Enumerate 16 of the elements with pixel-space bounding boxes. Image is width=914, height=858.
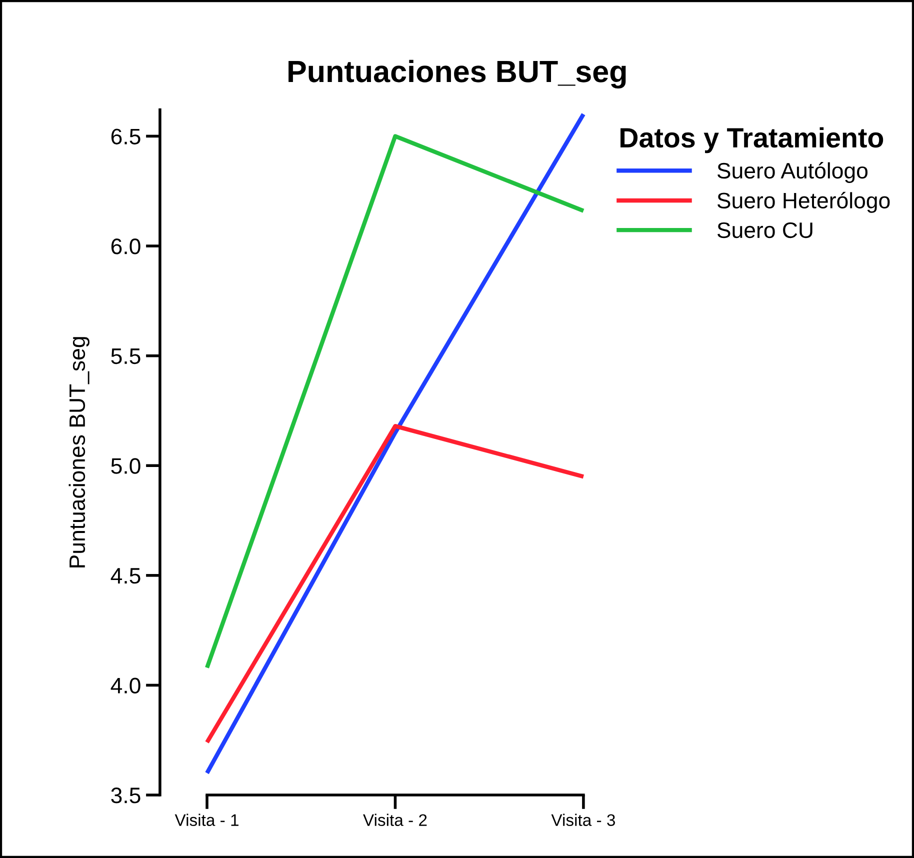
legend-title: Datos y Tratamiento	[620, 127, 884, 154]
legend-label: Suero Autólogo	[717, 162, 868, 184]
x-tick-label: Visita - 1	[174, 814, 238, 826]
legend-label: Suero CU	[717, 222, 812, 238]
y-tick-label: 4.5	[110, 568, 140, 584]
y-axis-title: Puntuaciones BUT_seg	[68, 337, 90, 568]
x-tick-label: Visita - 3	[551, 814, 615, 826]
y-tick-label: 6.5	[111, 128, 140, 144]
y-tick-label: 5.0	[111, 458, 140, 474]
x-tick-label: Visita - 2	[363, 814, 427, 826]
y-tick-label: 4.0	[110, 678, 140, 694]
y-tick-label: 5.5	[111, 348, 140, 364]
y-tick-label: 6.0	[111, 238, 140, 254]
chart-title: Puntuaciones BUT_seg	[288, 60, 626, 89]
legend-label: Suero Heterólogo	[717, 192, 890, 213]
y-tick-label: 3.5	[111, 788, 140, 804]
